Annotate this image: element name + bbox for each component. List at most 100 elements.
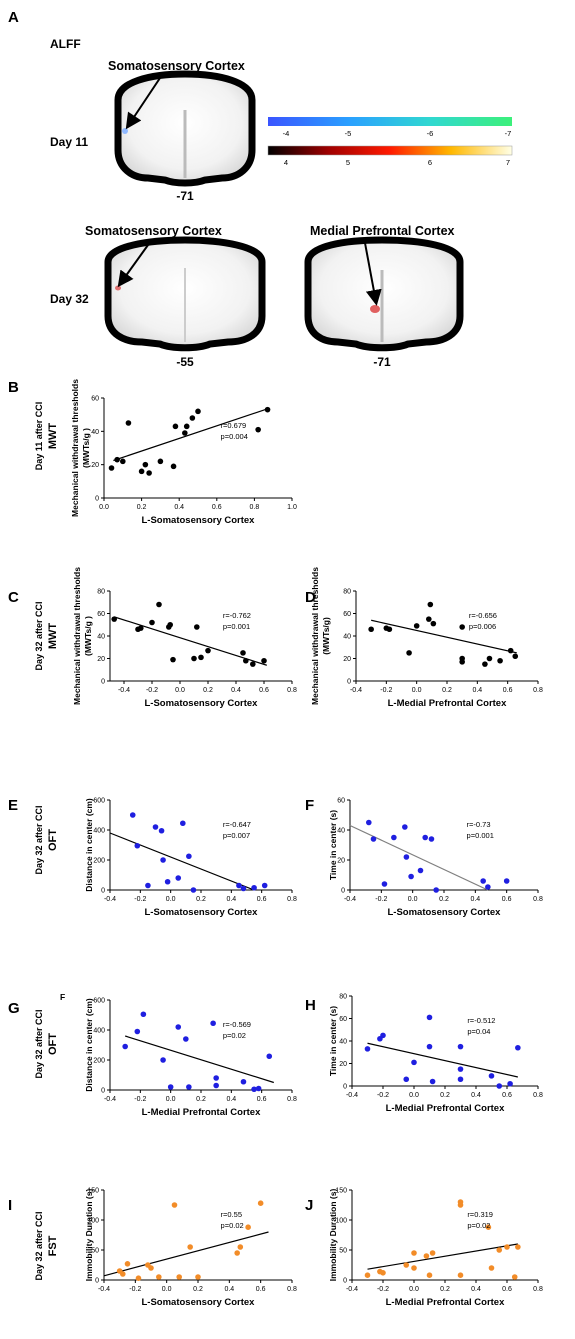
svg-text:Mechanical withdrawal threshol: Mechanical withdrawal thresholds (70, 379, 80, 517)
data-point (191, 655, 197, 662)
data-point (108, 465, 115, 471)
colorbar-negative: -4 -5 -6 -7 (268, 117, 512, 138)
data-point (114, 456, 120, 463)
x-tick-label: 0.0 (166, 896, 176, 903)
regression-line (103, 1231, 269, 1277)
p-value: p=0.007 (223, 831, 250, 840)
x-tick-label: -0.2 (129, 1286, 141, 1293)
x-tick-label: 0.8 (533, 687, 543, 694)
data-point (152, 824, 159, 830)
x-tick-label: -0.2 (134, 1096, 146, 1103)
y-tick-label: 40 (337, 828, 345, 835)
x-tick-label: 0.0 (99, 504, 109, 511)
row-label-test: OFT (47, 1033, 59, 1055)
x-tick-label: 0.8 (533, 896, 543, 903)
scatter-panel-c: C -0.4 -0.2 0.0 0.2 0.4 0.6 0.8 0 20 40 60 80 L-Somat… (8, 567, 297, 709)
data-point (433, 887, 439, 893)
panel-letter: B (8, 379, 19, 396)
data-point (129, 812, 136, 818)
x-tick-label: 0.0 (409, 1092, 419, 1099)
data-point (111, 616, 117, 622)
y-tick-label: 0 (343, 1278, 347, 1285)
colorbar-tick: -6 (427, 129, 434, 138)
x-tick-label: 0.8 (287, 687, 297, 694)
data-point (485, 1224, 492, 1230)
data-point (422, 834, 429, 841)
scatter-panel-e: E -0.4 -0.2 0.0 0.2 0.4 0.6 0.8 0 200 400 600 L-Soma… (8, 797, 297, 918)
svg-text:Mechanical withdrawal threshol: Mechanical withdrawal thresholds (72, 567, 82, 705)
data-point (213, 1075, 219, 1081)
p-value: p=0.001 (223, 622, 250, 631)
data-point (403, 1262, 410, 1268)
data-point (170, 463, 177, 470)
row-label-test: MWT (47, 623, 59, 650)
data-point (261, 882, 268, 889)
data-point (459, 624, 465, 630)
data-point (167, 621, 173, 628)
data-point (364, 1046, 371, 1052)
data-point (183, 1036, 189, 1042)
y-tick-label: 60 (97, 611, 105, 618)
x-tick-label: -0.2 (377, 1092, 389, 1099)
panel-letter: H (305, 997, 316, 1014)
x-tick-label: 0.8 (533, 1092, 543, 1099)
data-point (175, 875, 182, 881)
data-point (406, 650, 412, 656)
y-tick-label: 80 (97, 589, 105, 596)
scatter-charts: B 0.0 0.2 0.4 0.6 0.8 1.0 0 20 40 60 L-Somatosensor… (8, 379, 543, 1308)
data-point (234, 1250, 240, 1256)
x-tick-label: 0.2 (440, 1286, 450, 1293)
data-point (186, 1084, 192, 1090)
brain-label-day32-somatosensory: Somatosensory Cortex (85, 224, 222, 238)
data-point (480, 878, 486, 884)
data-point (142, 461, 149, 468)
day-label-11: Day 11 (50, 135, 88, 149)
data-point (364, 1272, 371, 1278)
y-tick-label: 400 (93, 1028, 105, 1035)
data-point (157, 458, 164, 465)
data-point (366, 819, 372, 826)
x-tick-label: 0.2 (442, 687, 452, 694)
y-tick-label: 40 (339, 1039, 347, 1046)
data-point (190, 887, 197, 893)
data-point (411, 1059, 417, 1066)
activation-spot-blue (122, 128, 128, 134)
panel-letter: I (8, 1197, 12, 1214)
x-tick-label: 0.6 (503, 687, 513, 694)
svg-text:Distance in center (cm): Distance in center (cm) (84, 998, 94, 1092)
brain-slice-day32-a (104, 236, 266, 352)
data-point (255, 1085, 262, 1092)
data-point (135, 1275, 142, 1281)
colorbar-positive: 4 5 6 7 (267, 145, 513, 167)
data-point (160, 1057, 166, 1063)
x-tick-label: 0.0 (409, 1286, 419, 1293)
row-label-day: Day 32 after CCI (34, 601, 44, 670)
data-point (411, 1250, 417, 1256)
x-tick-label: -0.4 (104, 1096, 116, 1103)
data-point (186, 853, 192, 860)
y-tick-label: 20 (91, 462, 99, 469)
data-point (507, 647, 514, 654)
data-point (194, 624, 200, 630)
r-value: r=-0.656 (469, 611, 497, 620)
data-point (195, 1274, 201, 1280)
data-point (140, 1011, 147, 1018)
data-point (251, 884, 257, 891)
regression-line (124, 1035, 274, 1084)
x-tick-label: 0.4 (226, 1096, 236, 1103)
data-point (243, 657, 249, 664)
y-tick-label: 20 (343, 656, 351, 663)
data-point (496, 1247, 503, 1253)
colorbar-tick: 5 (346, 158, 350, 167)
row-label-test: FST (47, 1235, 59, 1256)
data-point (515, 1044, 521, 1051)
data-point (250, 661, 256, 667)
x-tick-label: 0.6 (257, 1096, 267, 1103)
x-tick-label: 0.4 (174, 504, 184, 511)
r-value: r=0.679 (221, 421, 247, 430)
regression-line (114, 616, 267, 666)
brain-label-day32-mpfc: Medial Prefrontal Cortex (310, 224, 455, 238)
y-tick-label: 0 (341, 888, 345, 895)
data-point (134, 1028, 141, 1035)
